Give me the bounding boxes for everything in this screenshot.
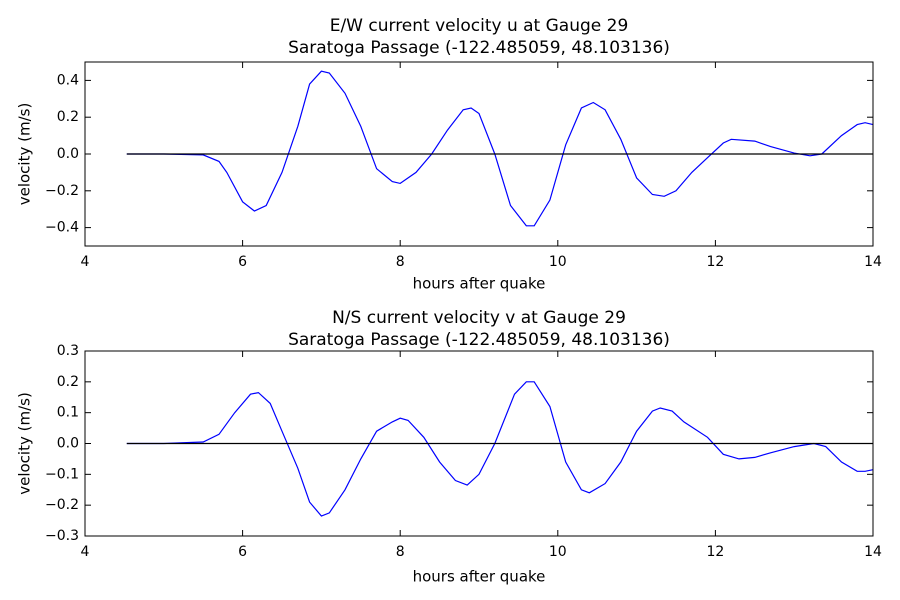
- y-tick-label: −0.2: [45, 497, 79, 513]
- x-tick-label: 14: [864, 254, 882, 270]
- x-tick-label: 6: [238, 544, 247, 560]
- x-tick-label: 10: [549, 254, 567, 270]
- y-tick-label: −0.3: [45, 528, 79, 544]
- y-tick-label: −0.2: [45, 183, 79, 199]
- x-tick-label: 12: [706, 254, 724, 270]
- y-axis-label: velocity (m/s): [16, 103, 34, 206]
- chart-title: E/W current velocity u at Gauge 29: [330, 16, 629, 36]
- y-axis-label: velocity (m/s): [16, 392, 34, 495]
- y-tick-label: 0.3: [57, 343, 79, 359]
- y-tick-label: 0.1: [57, 405, 79, 421]
- chart-subtitle: Saratoga Passage (-122.485059, 48.103136…: [288, 330, 670, 350]
- x-tick-label: 10: [549, 544, 567, 560]
- y-tick-label: 0.2: [57, 109, 79, 125]
- chart-title: N/S current velocity v at Gauge 29: [332, 308, 626, 328]
- x-tick-label: 4: [81, 544, 90, 560]
- y-tick-label: 0.2: [57, 374, 79, 390]
- data-line: [126, 381, 874, 517]
- x-tick-label: 4: [81, 254, 90, 270]
- x-tick-label: 14: [864, 544, 882, 560]
- y-tick-label: 0.0: [57, 146, 79, 162]
- data-line: [126, 70, 874, 227]
- x-axis-label: hours after quake: [413, 568, 546, 586]
- x-tick-label: 8: [396, 254, 405, 270]
- x-tick-label: 6: [238, 254, 247, 270]
- y-tick-label: −0.1: [45, 466, 79, 482]
- x-tick-label: 8: [396, 544, 405, 560]
- y-tick-label: 0.0: [57, 436, 79, 452]
- chart-subtitle: Saratoga Passage (-122.485059, 48.103136…: [288, 38, 670, 58]
- y-tick-label: −0.4: [45, 220, 79, 236]
- x-tick-label: 12: [706, 544, 724, 560]
- x-axis-label: hours after quake: [413, 275, 546, 293]
- y-tick-label: 0.4: [57, 72, 79, 88]
